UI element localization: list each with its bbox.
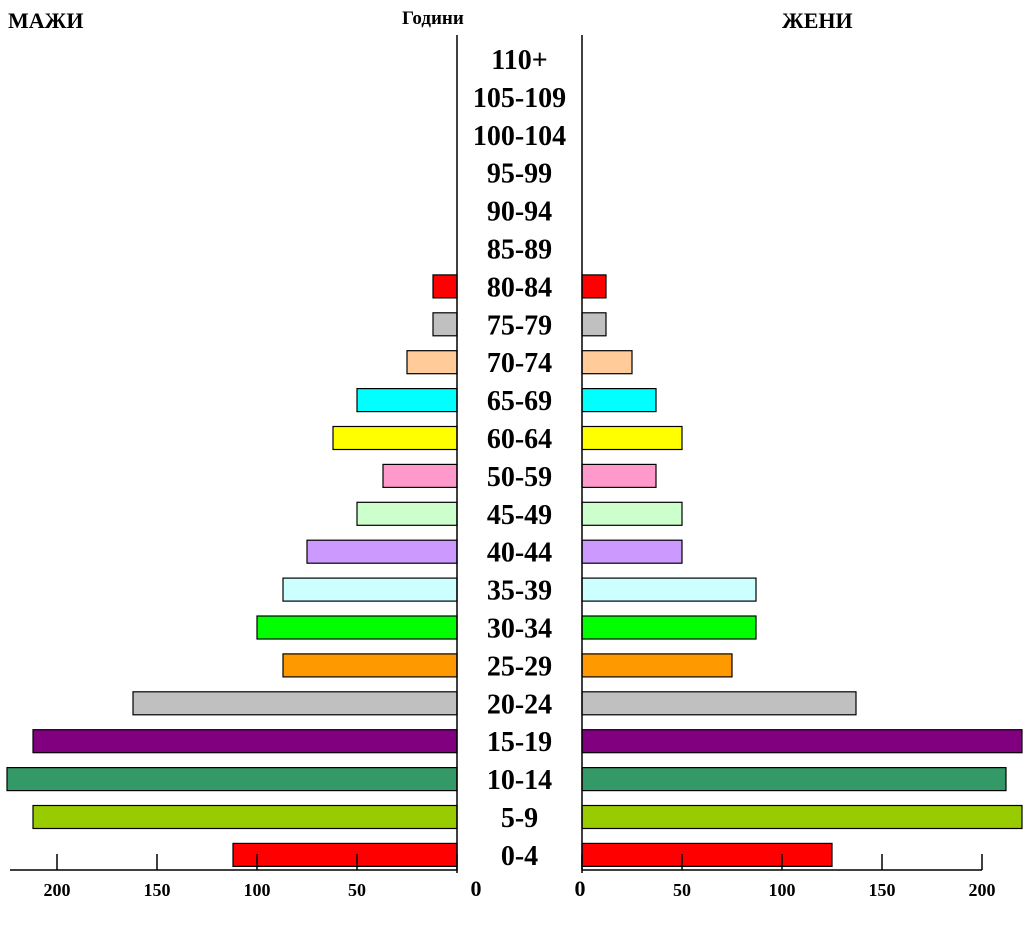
age-label: 15-19 [487,727,552,758]
bar-male-60-64 [332,425,458,451]
bar-male-10-14 [6,766,458,792]
bar-female-40-44 [581,539,683,564]
x-tick-label-right: 50 [673,880,691,900]
x-tick-label-left: 150 [144,880,171,900]
age-label: 110+ [491,45,547,76]
bar-female-70-74 [581,350,633,375]
age-label: 20-24 [487,689,552,720]
bar-female-0-4 [581,842,833,868]
bar-female-20-24 [581,691,857,716]
bar-male-35-39 [282,577,458,602]
bar-female-50-59 [581,463,657,488]
bar-male-25-29 [282,653,458,678]
age-label: 45-49 [487,500,552,531]
age-label: 65-69 [487,386,552,417]
x-axes-group: 200 150 100 50 0 0 50 100 150 200 [10,854,996,901]
bar-female-10-14 [581,766,1007,792]
bar-female-15-19 [581,729,1023,754]
bar-female-25-29 [581,653,733,678]
age-label: 95-99 [487,159,552,190]
age-label: 40-44 [487,538,552,569]
bars-group [6,274,1023,868]
age-label: 100-104 [473,121,566,152]
age-labels-group: 110+ 105-109 100-104 95-99 90-94 85-89 80-84 75… [473,45,566,872]
age-label: 5-9 [501,803,538,834]
age-label: 105-109 [473,83,566,114]
bar-male-15-19 [32,729,458,754]
x-tick-label-right: 100 [769,880,796,900]
x-tick-label-left: 200 [44,880,71,900]
bar-male-20-24 [132,691,458,716]
age-label: 35-39 [487,576,552,607]
bar-female-5-9 [581,804,1023,830]
x-tick-label-right: 150 [869,880,896,900]
bar-male-0-4 [232,842,458,868]
x-tick-label-right: 200 [969,880,996,900]
age-label: 60-64 [487,424,552,455]
age-label: 10-14 [487,765,552,796]
bar-female-60-64 [581,425,683,451]
age-header: Години [402,8,464,29]
bar-female-35-39 [581,577,757,602]
males-header: МАЖИ [8,8,84,33]
x-tick-label-right: 0 [575,876,586,901]
bar-male-50-59 [382,463,458,488]
bar-male-40-44 [306,539,458,564]
age-label: 90-94 [487,197,552,228]
females-header: ЖЕНИ [782,8,853,33]
bar-male-30-34 [256,615,458,640]
bar-female-65-69 [581,388,657,413]
age-label: 30-34 [487,614,552,645]
age-label: 75-79 [487,310,552,341]
age-label: 0-4 [501,841,538,872]
age-label: 50-59 [487,462,552,493]
age-label: 85-89 [487,235,552,266]
bar-male-45-49 [356,501,458,526]
age-label: 25-29 [487,651,552,682]
x-tick-label-left: 50 [348,880,366,900]
bar-female-45-49 [581,501,683,526]
bar-male-70-74 [406,350,458,375]
age-label: 70-74 [487,348,552,379]
bar-male-75-79 [432,312,458,337]
age-label: 80-84 [487,272,552,303]
bar-male-5-9 [32,804,458,830]
bar-female-75-79 [581,312,607,337]
bar-male-80-84 [432,274,458,299]
bar-male-65-69 [356,388,458,413]
x-tick-label-left: 100 [244,880,271,900]
bar-female-80-84 [581,274,607,299]
x-tick-label-left: 0 [471,876,482,901]
bar-female-30-34 [581,615,757,640]
